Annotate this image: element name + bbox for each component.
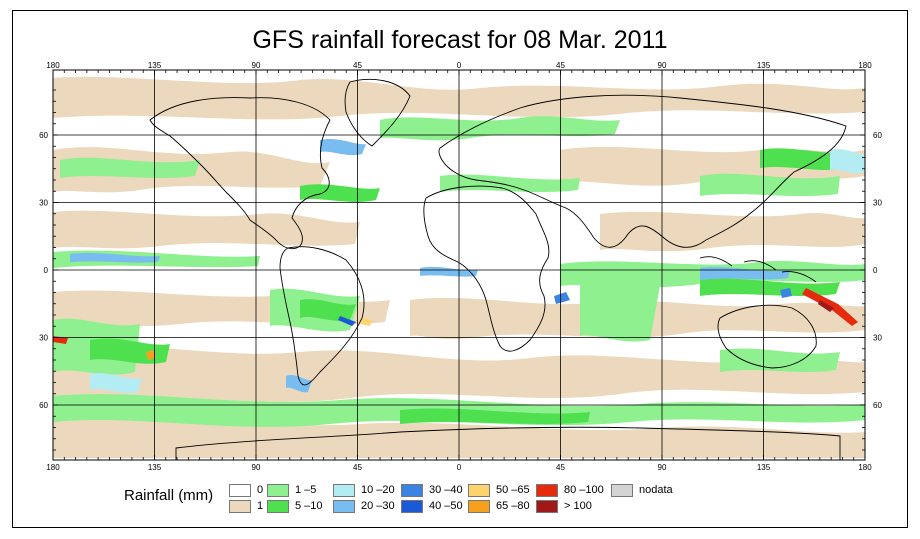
- legend-swatch: [229, 484, 251, 497]
- lat-label-left: 30: [39, 199, 48, 208]
- lon-label-bottom: 180: [46, 463, 60, 472]
- lon-label-top: 135: [757, 61, 771, 70]
- lat-label-right: 30: [873, 334, 882, 343]
- graticule: [53, 70, 865, 460]
- rain-10-30mm-layer: [70, 139, 865, 393]
- legend-swatch: [536, 500, 558, 513]
- lat-label-left: 30: [39, 334, 48, 343]
- legend-label: 30 –40: [429, 484, 463, 496]
- coastline-north-america: [149, 97, 331, 250]
- coastline-greenland: [344, 78, 411, 147]
- rain-intense-layer: [53, 288, 858, 360]
- legend-swatch: [468, 484, 490, 497]
- lon-label-top: 45: [556, 61, 565, 70]
- map-area: [53, 70, 865, 460]
- lat-label-right: 30: [873, 199, 882, 208]
- lon-label-bottom: 90: [658, 463, 667, 472]
- legend-label: 1 –5: [295, 484, 317, 496]
- legend-label: 50 –65: [496, 484, 530, 496]
- lon-label-top: 45: [353, 61, 362, 70]
- figure-frame: [12, 10, 908, 528]
- lon-label-top: 0: [457, 61, 462, 70]
- lon-label-top: 180: [46, 61, 60, 70]
- legend-swatch: [401, 484, 423, 497]
- lon-label-top: 180: [858, 61, 872, 70]
- legend-label: 65 –80: [496, 500, 530, 512]
- lat-label-right: 0: [873, 266, 878, 275]
- lat-label-left: 60: [39, 401, 48, 410]
- legend-swatch: [333, 484, 355, 497]
- lat-label-right: 60: [873, 401, 882, 410]
- lon-label-bottom: 90: [252, 463, 261, 472]
- lon-label-bottom: 135: [148, 463, 162, 472]
- coastline-australia: [717, 304, 817, 369]
- legend-label: 20 –30: [361, 500, 395, 512]
- lon-label-top: 135: [148, 61, 162, 70]
- legend-swatch: [267, 500, 289, 513]
- legend-label: nodata: [639, 484, 673, 496]
- legend-swatch: [468, 500, 490, 513]
- lon-label-bottom: 0: [457, 463, 462, 472]
- legend-label: > 100: [564, 500, 592, 512]
- coastline-south-america: [279, 246, 365, 386]
- coastline-antarctica: [175, 426, 841, 460]
- lat-label-left: 60: [39, 131, 48, 140]
- legend-label: 5 –10: [295, 500, 323, 512]
- lon-label-bottom: 45: [353, 463, 362, 472]
- legend-swatch: [611, 484, 633, 497]
- legend-swatch: [333, 500, 355, 513]
- legend-swatch: [229, 500, 251, 513]
- legend-swatch: [536, 484, 558, 497]
- legend-label: 0: [257, 484, 264, 496]
- coastline-eurasia: [438, 94, 847, 248]
- lon-label-bottom: 45: [556, 463, 565, 472]
- coastline-africa: [423, 185, 550, 352]
- legend-label: 80 –100: [564, 484, 604, 496]
- legend-label: 1: [257, 500, 264, 512]
- coastline-indonesia: [699, 256, 817, 283]
- lon-label-bottom: 180: [858, 463, 872, 472]
- lon-label-top: 90: [658, 61, 667, 70]
- legend-label: 40 –50: [429, 500, 463, 512]
- map-ticks: [52, 70, 866, 460]
- lat-label-right: 60: [873, 131, 882, 140]
- coastlines: [149, 78, 847, 460]
- legend-swatch: [267, 484, 289, 497]
- lat-label-left: 0: [44, 266, 49, 275]
- axis-labels: 180 180 135 135 90 90 45 45 0 0 45 45 90 90 135 135 180 1…: [39, 61, 882, 472]
- legend-title: Rainfall (mm): [124, 487, 214, 504]
- lon-label-top: 90: [252, 61, 261, 70]
- lon-label-bottom: 135: [757, 463, 771, 472]
- map-title: GFS rainfall forecast for 08 Mar. 2011: [252, 26, 668, 54]
- legend-label: 10 –20: [361, 484, 395, 496]
- legend-swatch: [401, 500, 423, 513]
